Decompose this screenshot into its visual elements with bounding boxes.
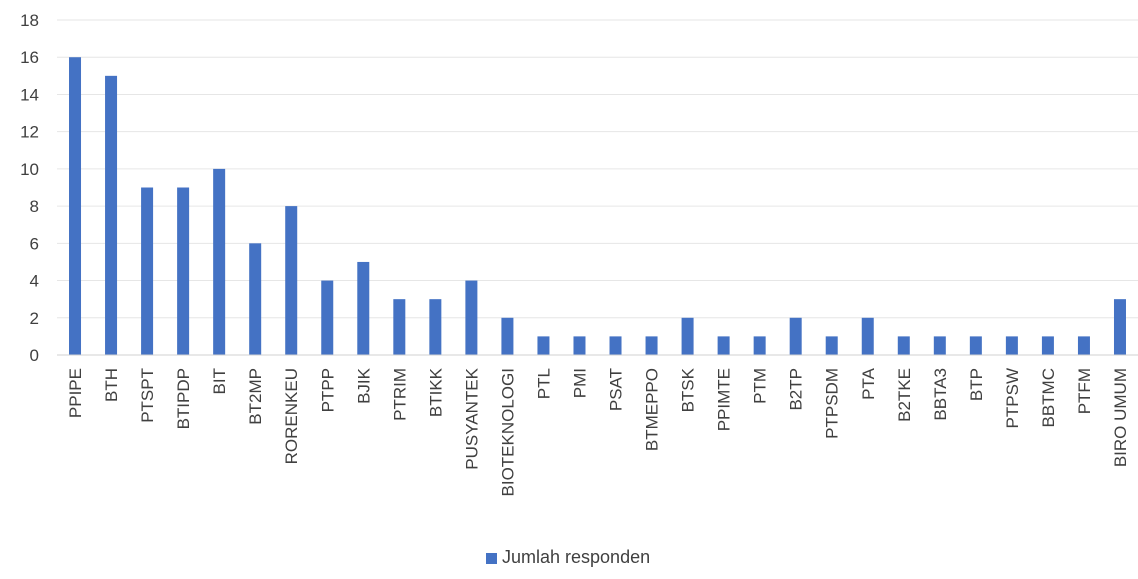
y-tick-label: 2 xyxy=(30,309,39,328)
bar-btipdp xyxy=(177,187,190,355)
x-tick-label: BIOTEKNOLOGI xyxy=(498,368,517,496)
bar-bbtmc xyxy=(1041,336,1054,355)
bar-pusyantek xyxy=(465,280,478,355)
bar-ptm xyxy=(753,336,766,355)
bar-ptpp xyxy=(321,280,334,355)
bar-bjik xyxy=(357,261,370,355)
x-tick-label: PTRIM xyxy=(390,368,409,421)
x-tick-label: BJIK xyxy=(354,367,373,404)
x-tick-label: BIRO UMUM xyxy=(1111,368,1130,467)
bar-ptspt xyxy=(141,187,154,355)
x-tick-label: BBTA3 xyxy=(931,368,950,421)
bar-psat xyxy=(609,336,622,355)
x-tick-label: PTPSW xyxy=(1003,368,1022,428)
bar-pmi xyxy=(573,336,586,355)
legend-swatch xyxy=(486,553,497,564)
bar-ptpsw xyxy=(1005,336,1018,355)
bar-btikk xyxy=(429,299,442,355)
bar-ppimte xyxy=(717,336,730,355)
x-tick-label: PTM xyxy=(751,368,770,404)
bar-bbta3 xyxy=(933,336,946,355)
bar-bit xyxy=(213,168,226,355)
bar-ppipe xyxy=(69,57,82,355)
x-tick-label: PPIPE xyxy=(66,368,85,418)
y-tick-label: 12 xyxy=(20,123,39,142)
x-tick-label: PTPSDM xyxy=(823,368,842,439)
bar-ptpsdm xyxy=(825,336,838,355)
x-tick-label: PTSPT xyxy=(138,368,157,423)
y-tick-label: 14 xyxy=(20,85,39,104)
bar-rorenkeu xyxy=(285,206,298,355)
x-tick-label: BTSK xyxy=(679,367,698,412)
y-tick-label: 4 xyxy=(30,272,39,291)
bar-ptfm xyxy=(1077,336,1090,355)
x-tick-label: BIT xyxy=(210,368,229,394)
gridlines xyxy=(57,19,1138,319)
bar-b2tp xyxy=(789,317,802,355)
bar-btp xyxy=(969,336,982,355)
bar-bt2mp xyxy=(249,243,262,355)
legend: Jumlah responden xyxy=(486,547,650,567)
bar-biro-umum xyxy=(1113,299,1126,355)
bar-ptl xyxy=(537,336,550,355)
x-tick-label: PTPP xyxy=(318,368,337,412)
x-tick-label: BTIPDP xyxy=(174,368,193,429)
x-tick-label: B2TKE xyxy=(895,368,914,422)
y-tick-label: 18 xyxy=(20,11,39,30)
y-tick-labels: 0 2 4 6 8 10 12 14 16 18 xyxy=(20,11,39,365)
x-tick-label: BT2MP xyxy=(246,368,265,425)
x-tick-label: PMI xyxy=(570,368,589,398)
bar-bioteknologi xyxy=(501,317,514,355)
x-tick-label: BTP xyxy=(967,368,986,401)
bar-b2tke xyxy=(897,336,910,355)
y-tick-label: 16 xyxy=(20,48,39,67)
x-tick-label: PTFM xyxy=(1075,368,1094,414)
bar-pta xyxy=(861,317,874,355)
bar-btmeppo xyxy=(645,336,658,355)
legend-label: Jumlah responden xyxy=(502,547,650,567)
y-tick-label: 0 xyxy=(30,346,39,365)
y-tick-label: 8 xyxy=(30,197,39,216)
x-tick-labels: PPIPE BTH PTSPT BTIPDP BIT BT2MP RORENKEU PTPP B… xyxy=(66,367,1130,496)
x-tick-label: RORENKEU xyxy=(282,368,301,464)
x-tick-label: BBTMC xyxy=(1039,368,1058,428)
bar-ptrim xyxy=(393,299,406,355)
x-tick-label: PTL xyxy=(534,368,553,399)
x-tick-label: PTA xyxy=(859,367,878,399)
y-tick-label: 6 xyxy=(30,234,39,253)
x-tick-label: BTIKK xyxy=(426,367,445,417)
x-tick-label: B2TP xyxy=(787,368,806,411)
y-tick-label: 10 xyxy=(20,160,39,179)
x-tick-label: PPIMTE xyxy=(715,368,734,431)
x-tick-label: PUSYANTEK xyxy=(462,367,481,469)
x-tick-label: PSAT xyxy=(607,368,626,411)
x-tick-label: BTMEPPO xyxy=(643,368,662,451)
x-tick-label: BTH xyxy=(102,368,121,402)
bar-bth xyxy=(105,75,118,355)
bars xyxy=(69,57,1126,355)
bar-btsk xyxy=(681,317,694,355)
